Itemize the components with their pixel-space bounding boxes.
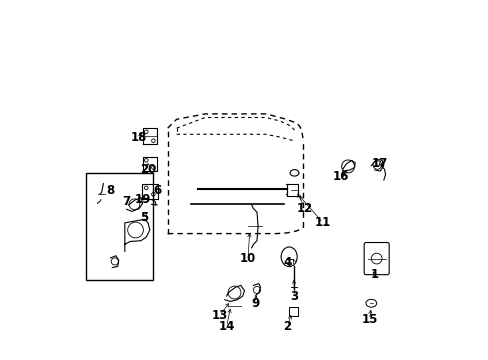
- Text: 2: 2: [283, 320, 291, 333]
- Text: 19: 19: [134, 193, 151, 206]
- Text: 1: 1: [370, 268, 378, 281]
- Text: 18: 18: [131, 131, 147, 144]
- Text: 10: 10: [240, 252, 256, 265]
- Text: 12: 12: [297, 202, 313, 215]
- Text: 11: 11: [314, 216, 330, 229]
- Text: 9: 9: [250, 297, 259, 310]
- Text: 8: 8: [106, 184, 114, 197]
- Text: 13: 13: [211, 309, 227, 322]
- Text: 6: 6: [153, 184, 161, 197]
- Text: 3: 3: [290, 289, 298, 303]
- Text: 4: 4: [283, 256, 291, 269]
- Text: 16: 16: [332, 170, 348, 183]
- Text: 14: 14: [218, 320, 234, 333]
- Text: 7: 7: [122, 195, 130, 208]
- Bar: [85, 173, 153, 280]
- Text: 17: 17: [371, 157, 387, 170]
- Text: 15: 15: [361, 313, 377, 326]
- Text: 20: 20: [140, 163, 156, 176]
- Text: 5: 5: [140, 211, 148, 224]
